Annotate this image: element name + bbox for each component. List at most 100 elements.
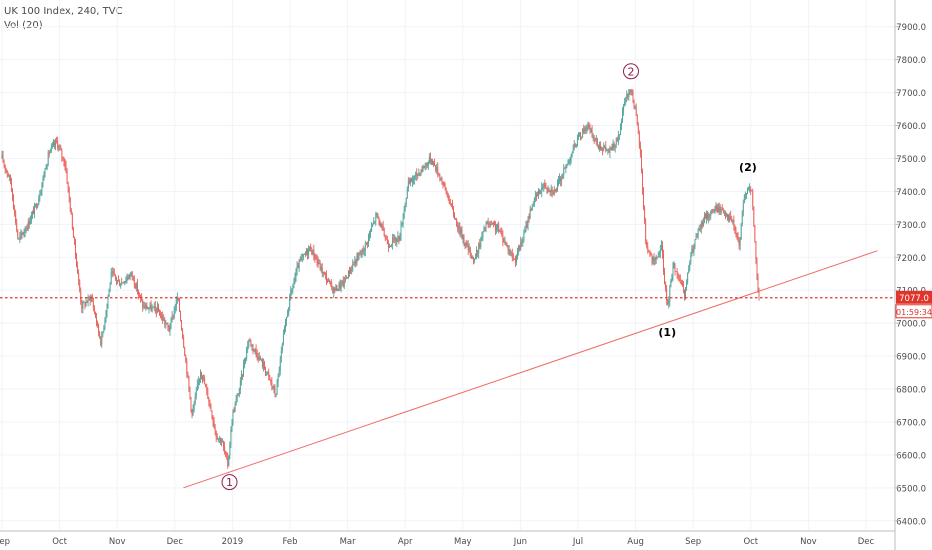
- candle-body: [377, 213, 379, 218]
- candle-body: [80, 291, 82, 303]
- candle-body: [711, 210, 713, 211]
- y-tick-label[interactable]: 7500.0: [896, 155, 926, 165]
- candle-body: [627, 93, 629, 97]
- candle-body: [336, 285, 338, 291]
- candle-body: [622, 110, 623, 122]
- candle-body: [294, 277, 296, 283]
- candle-body: [85, 301, 87, 306]
- y-tick-label[interactable]: 6400.0: [896, 517, 926, 527]
- y-tick-label[interactable]: 7900.0: [896, 23, 926, 33]
- candle-body: [635, 107, 637, 115]
- support-trendline[interactable]: [183, 250, 878, 489]
- candle-body: [581, 136, 583, 138]
- candle-body: [238, 389, 240, 396]
- candle-body: [578, 134, 579, 138]
- candle-body: [30, 214, 32, 221]
- wave-label-minor[interactable]: (2): [739, 161, 757, 174]
- x-tick-label[interactable]: Oct: [52, 537, 67, 547]
- y-tick-label[interactable]: 6600.0: [896, 451, 926, 461]
- candle-body: [681, 282, 683, 287]
- x-tick-label[interactable]: Nov: [800, 537, 817, 547]
- candle-body: [307, 250, 308, 255]
- x-tick-label[interactable]: Sep: [0, 537, 10, 547]
- y-tick-label[interactable]: 7700.0: [896, 89, 926, 99]
- y-tick-label[interactable]: 7300.0: [896, 221, 926, 231]
- candle-body: [486, 222, 488, 225]
- candle-body: [543, 182, 545, 187]
- candle-body: [181, 320, 182, 331]
- y-tick-label[interactable]: 7200.0: [896, 254, 926, 264]
- x-tick-label[interactable]: Mar: [340, 537, 357, 547]
- x-tick-label[interactable]: 2019: [222, 537, 244, 547]
- candle-body: [162, 315, 164, 321]
- candle-body: [512, 257, 514, 259]
- candle-body: [611, 148, 613, 151]
- volume-indicator-label[interactable]: Vol (20): [4, 20, 43, 31]
- candle-body: [411, 179, 412, 182]
- x-tick-label[interactable]: Dec: [167, 537, 184, 547]
- x-tick-label[interactable]: Apr: [398, 537, 413, 547]
- x-tick-label[interactable]: Aug: [627, 537, 644, 547]
- x-tick-label[interactable]: Dec: [858, 537, 875, 547]
- wave-circle: [622, 63, 639, 80]
- candle-body: [14, 207, 16, 212]
- candle-body: [327, 281, 328, 282]
- candle-body: [668, 301, 670, 304]
- x-tick-label[interactable]: Jul: [572, 537, 583, 547]
- candle-body: [596, 138, 598, 146]
- x-tick-label[interactable]: Sep: [685, 537, 701, 547]
- candle-body: [72, 229, 74, 237]
- candle-body: [288, 307, 290, 314]
- candle-body: [726, 214, 727, 217]
- x-tick-label[interactable]: Jun: [513, 537, 527, 547]
- candle-body: [310, 246, 312, 252]
- x-tick-label[interactable]: May: [454, 537, 472, 547]
- candle-body: [206, 386, 208, 391]
- symbol-title[interactable]: UK 100 Index, 240, TVC: [4, 6, 123, 17]
- y-tick-label[interactable]: 6500.0: [896, 484, 926, 494]
- candle-body: [245, 358, 247, 363]
- candle-body: [149, 305, 151, 309]
- candle-body: [449, 203, 451, 205]
- y-tick-label[interactable]: 7000.0: [896, 320, 926, 330]
- candle-body: [66, 171, 68, 183]
- candle-body: [461, 229, 463, 240]
- candle-body: [55, 140, 56, 146]
- candle-body: [29, 220, 31, 225]
- candle-body: [531, 204, 533, 211]
- candle-body: [658, 253, 660, 257]
- candle-body: [81, 302, 83, 309]
- candle-body: [691, 249, 693, 256]
- candle-body: [673, 263, 675, 267]
- wave-label-primary[interactable]: 2: [627, 65, 634, 78]
- candle-body: [706, 213, 707, 219]
- candle-body: [644, 207, 646, 221]
- x-tick-label[interactable]: Oct: [743, 537, 758, 547]
- x-tick-label[interactable]: Feb: [282, 537, 297, 547]
- y-tick-label[interactable]: 6800.0: [896, 386, 926, 396]
- y-tick-label[interactable]: 7600.0: [896, 122, 926, 132]
- y-tick-label[interactable]: 6700.0: [896, 418, 926, 428]
- candle-body: [144, 305, 146, 309]
- candle-body: [742, 203, 744, 213]
- y-tick-label[interactable]: 7800.0: [896, 56, 926, 66]
- candle-body: [685, 287, 686, 298]
- candle-body: [214, 427, 216, 431]
- x-tick-label[interactable]: Nov: [109, 537, 126, 547]
- y-tick-label[interactable]: 6900.0: [896, 353, 926, 363]
- candle-body: [26, 228, 28, 230]
- candle-body: [51, 145, 53, 147]
- candle-body: [483, 227, 485, 232]
- time-axis[interactable]: Sep Oct Nov Dec 2019 Feb Mar Apr May Jun Jul Aug Sep…: [0, 530, 895, 547]
- candle-body: [500, 230, 502, 233]
- candle-body: [326, 275, 327, 282]
- y-tick-label[interactable]: 7400.0: [896, 188, 926, 198]
- price-axis[interactable]: 6400.0 6500.0 6600.0 6700.0 6800.0 6900.0 7000…: [894, 0, 926, 550]
- candle-body: [721, 209, 723, 211]
- wave-label-primary[interactable]: 1: [226, 476, 233, 489]
- wave-label-minor[interactable]: (1): [658, 326, 676, 339]
- candle-body: [142, 300, 144, 308]
- candle-body: [186, 360, 188, 374]
- candle-body: [618, 134, 620, 136]
